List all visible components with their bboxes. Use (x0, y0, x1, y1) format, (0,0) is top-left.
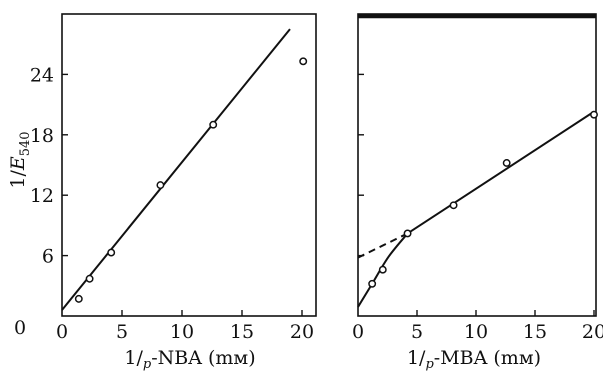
left-x-tick-label: 5 (116, 321, 128, 343)
right-x-tick-label: 20 (582, 321, 603, 343)
right-data-point (449, 201, 458, 210)
right-fit-line-solid (407, 110, 595, 235)
left-x-tick-label: 20 (290, 321, 314, 343)
right-data-point (502, 159, 511, 167)
right-ticks: 0 5 10 15 20 (352, 73, 603, 343)
right-data-point (368, 279, 377, 288)
right-panel: 0 5 10 15 20 1/p-MBA (mм) (352, 13, 603, 372)
left-y-axis-title: 1/E540 (7, 131, 33, 188)
right-fit-lines (357, 110, 595, 308)
left-x-tick-label: 10 (170, 321, 194, 343)
left-data-point (107, 248, 116, 257)
left-y-origin-label: 0 (14, 317, 26, 339)
right-data-point (590, 110, 598, 119)
right-data-point (403, 229, 412, 238)
left-plot-frame (61, 13, 317, 317)
left-data-point (299, 57, 308, 66)
left-data-point (85, 274, 94, 283)
left-data-point (74, 294, 83, 303)
left-data-point (156, 181, 165, 190)
right-x-tick-label: 15 (523, 321, 547, 343)
left-x-tick-label: 15 (230, 321, 254, 343)
left-fit-line-solid (61, 28, 291, 311)
right-data-points (368, 110, 598, 288)
left-y-tick-label: 18 (30, 125, 54, 147)
right-data-point (378, 265, 387, 274)
left-data-point (209, 120, 218, 129)
left-y-tick-label: 24 (30, 64, 54, 86)
right-x-axis-title: 1/p-MBA (mм) (407, 347, 541, 372)
right-x-tick-label: 5 (411, 321, 423, 343)
left-fit-lines (61, 28, 291, 311)
left-x-axis-title: 1/p-NBA (mм) (124, 347, 255, 372)
right-x-tick-label: 0 (352, 321, 364, 343)
right-x-tick-label: 10 (464, 321, 488, 343)
left-panel: 0 5 10 15 20 6 12 18 24 0 1/E540 1/p-NBA (mм) (7, 13, 317, 372)
left-y-tick-label: 6 (42, 246, 54, 268)
left-ticks: 0 5 10 15 20 6 12 18 24 (30, 64, 314, 343)
right-plot-frame (357, 13, 597, 317)
left-y-tick-label: 12 (30, 185, 54, 207)
right-fit-line-dashed (357, 232, 408, 259)
left-data-points (74, 57, 308, 303)
left-x-tick-label: 0 (56, 321, 68, 343)
